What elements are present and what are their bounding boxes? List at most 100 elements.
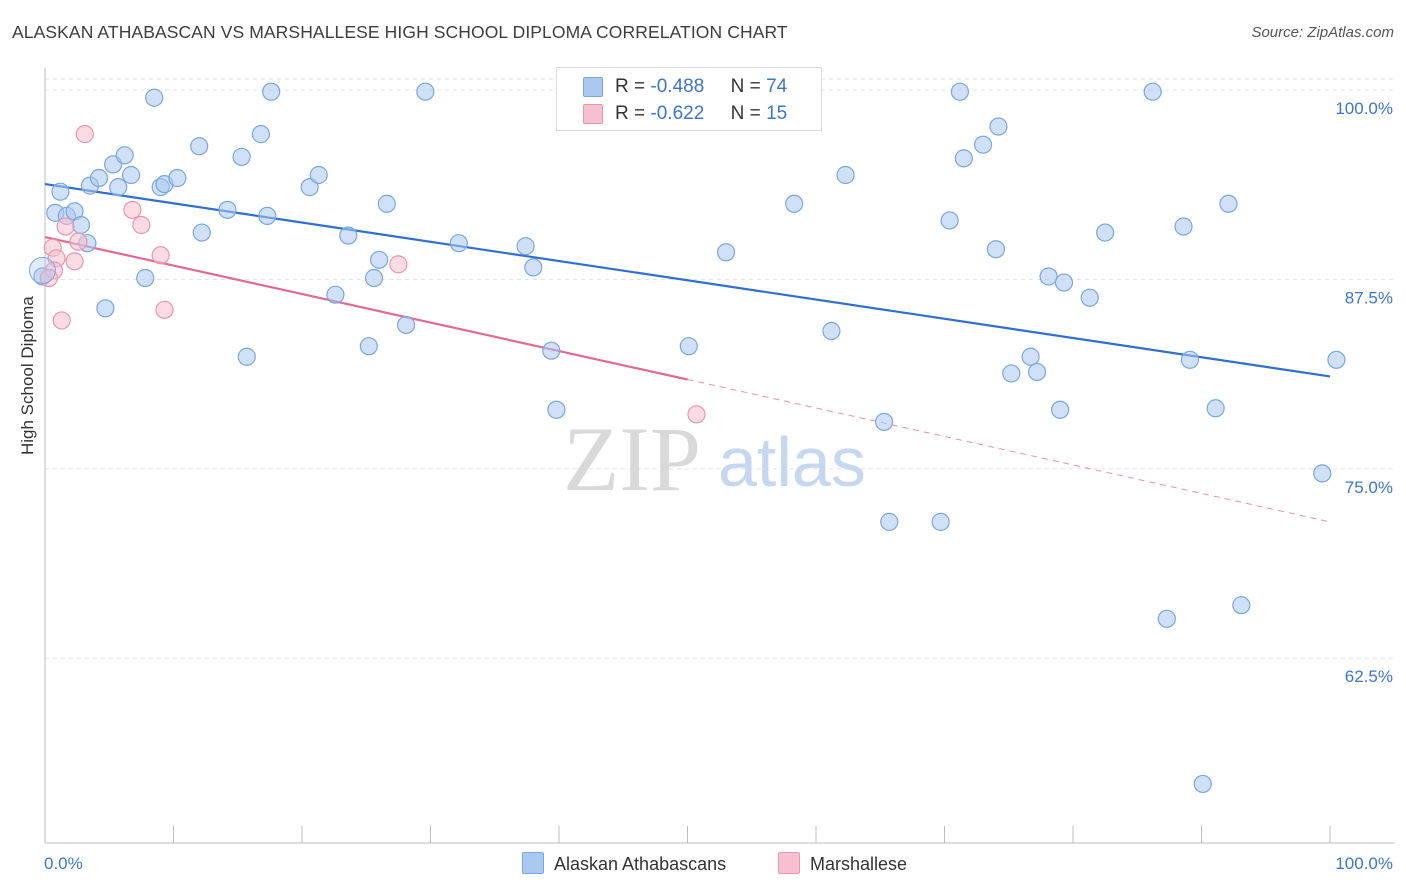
athabascan-point	[524, 258, 543, 277]
legend-label-athabascan: Alaskan Athabascans	[554, 854, 727, 874]
r-label: R =	[615, 76, 646, 97]
athabascan-point	[986, 240, 1006, 259]
athabascan-point	[1206, 399, 1225, 418]
y-tick-label: 87.5%	[1345, 289, 1393, 308]
athabascan-point	[258, 206, 277, 225]
athabascan-point	[516, 237, 535, 256]
athabascan-point	[679, 337, 698, 356]
legend-swatch-athabascan	[522, 852, 544, 874]
marshallese-point	[155, 300, 174, 319]
r-label: R =	[615, 103, 646, 124]
chart-title: ALASKAN ATHABASCAN VS MARSHALLESE HIGH S…	[12, 22, 788, 42]
athabascan-point	[51, 182, 70, 201]
x-tick-label: 0.0%	[44, 854, 83, 873]
athabascan-point	[121, 165, 141, 185]
marshallese-point	[151, 246, 170, 265]
athabascan-point	[880, 512, 899, 531]
n-value-athabascan: 74	[766, 76, 788, 97]
athabascan-point	[262, 82, 281, 101]
athabascan-point	[237, 347, 256, 366]
marshallese-point	[69, 232, 88, 251]
athabascan-point	[96, 299, 115, 318]
athabascan-point	[716, 243, 736, 262]
athabascan-point	[396, 315, 416, 335]
athabascan-point	[326, 285, 345, 304]
athabascan-point	[1327, 350, 1346, 369]
chart-source: Source: ZipAtlas.com	[1251, 24, 1394, 41]
athabascan-point	[1021, 347, 1040, 366]
athabascan-point	[973, 135, 993, 154]
athabascan-point	[1157, 609, 1176, 628]
athabascan-point	[1027, 362, 1047, 382]
athabascan-point	[145, 88, 164, 107]
n-value-marshallese: 15	[766, 103, 788, 124]
r-value-marshallese: -0.622	[650, 103, 705, 124]
marshallese-point	[65, 252, 84, 271]
athabascan-point	[785, 194, 804, 213]
legend-swatch-marshallese	[778, 852, 800, 874]
athabascan-point	[339, 226, 358, 245]
athabascan-point	[377, 194, 396, 213]
athabascan-point	[449, 234, 468, 253]
athabascan-point	[192, 223, 211, 242]
athabascan-point	[190, 137, 209, 156]
athabascan-point	[370, 250, 389, 269]
athabascan-point	[416, 82, 435, 101]
athabascan-point	[1143, 82, 1162, 101]
athabascan-point	[300, 178, 319, 197]
marshallese-point	[75, 125, 94, 144]
athabascan-point	[1313, 464, 1332, 483]
athabascan-point	[232, 147, 251, 166]
athabascan-point-cluster	[28, 256, 56, 284]
tick-labels: 62.5% 75.0% 87.5% 100.0% 0.0% 100.0%	[44, 99, 1393, 873]
athabascan-point	[875, 412, 894, 432]
athabascan-point	[940, 211, 959, 230]
n-label: N =	[730, 103, 761, 124]
athabascan-point	[547, 400, 566, 419]
athabascan-point	[1232, 596, 1251, 615]
legend-item-athabascan: Alaskan Athabascans	[522, 852, 726, 875]
marshallese-point	[687, 405, 706, 424]
athabascan-point	[309, 165, 328, 185]
athabascan-point	[1180, 350, 1200, 369]
marshallese-point	[56, 217, 75, 236]
athabascan-point	[1039, 267, 1058, 286]
stats-legend: R = -0.488 N = 74 R = -0.622 N = 15	[556, 67, 822, 131]
legend-label-marshallese: Marshallese	[810, 854, 908, 874]
n-label: N =	[730, 76, 761, 97]
gridlines	[45, 78, 1395, 659]
athabascan-point	[89, 168, 109, 188]
r-value-athabascan: -0.488	[650, 76, 705, 97]
marshallese-point	[389, 255, 408, 274]
marshallese-point	[39, 268, 58, 288]
athabascan-point	[1174, 217, 1193, 236]
athabascan-point	[251, 125, 270, 144]
athabascan-point	[359, 337, 378, 356]
marshallese-point	[132, 215, 151, 235]
marshallese-point	[123, 200, 142, 219]
athabascan-point	[950, 82, 970, 101]
athabascan-point	[115, 146, 134, 165]
athabascan-point	[931, 512, 950, 531]
athabascan-point	[836, 165, 855, 185]
y-tick-label: 100.0%	[1335, 99, 1393, 118]
athabascan-point	[989, 117, 1008, 136]
y-tick-label: 75.0%	[1345, 478, 1393, 497]
watermark-zip: ZIP	[563, 408, 701, 510]
athabascan-point	[364, 268, 384, 288]
athabascan-point	[822, 321, 841, 341]
legend-swatch-marshallese	[583, 104, 603, 124]
athabascan-point	[1051, 400, 1070, 419]
data-points	[28, 82, 1346, 794]
athabascan-point	[1002, 364, 1021, 383]
athabascan-point	[1219, 194, 1238, 213]
athabascan-point	[71, 215, 91, 235]
athabascan-point	[136, 268, 155, 288]
athabascan-point	[1054, 273, 1074, 292]
athabascan-point	[168, 168, 187, 188]
legend-swatch-athabascan	[583, 77, 603, 97]
athabascan-point	[109, 178, 128, 197]
watermark-atlas: atlas	[718, 423, 866, 501]
athabascan-point	[218, 200, 237, 219]
marshallese-trend-line	[44, 236, 688, 381]
